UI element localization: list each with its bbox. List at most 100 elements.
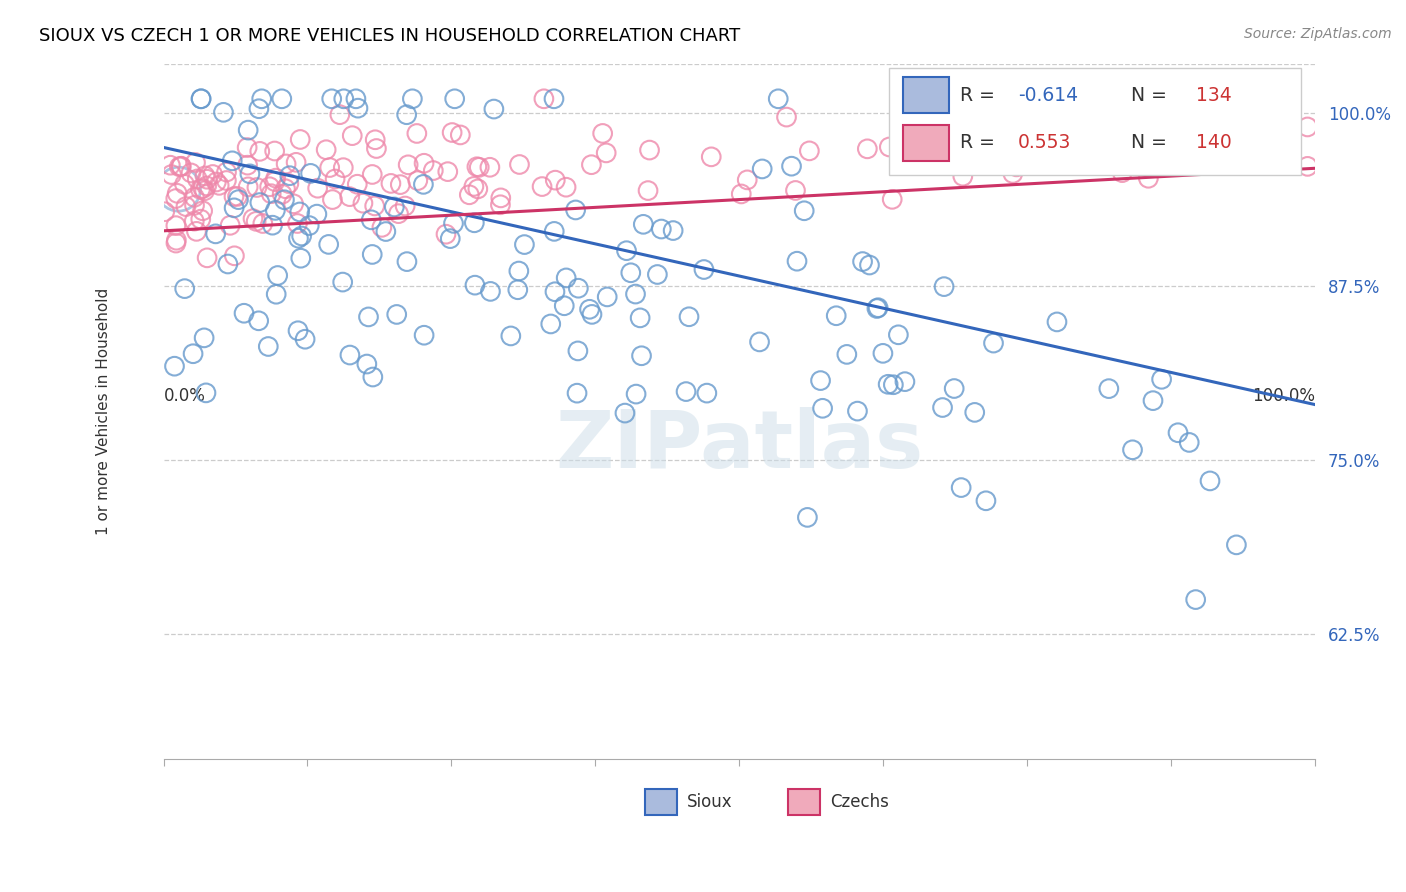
Point xyxy=(294,332,316,346)
Point xyxy=(332,275,354,289)
Point xyxy=(974,493,997,508)
Point xyxy=(183,214,205,228)
Point xyxy=(647,268,669,282)
Point xyxy=(215,165,238,179)
Point xyxy=(613,406,636,420)
Point xyxy=(287,231,309,245)
Point xyxy=(1199,474,1222,488)
Point xyxy=(868,301,890,315)
Point xyxy=(988,153,1011,167)
Point xyxy=(1243,133,1265,147)
Point xyxy=(1010,127,1032,141)
Point xyxy=(170,159,193,173)
Point xyxy=(374,225,396,239)
Point xyxy=(274,182,297,196)
Point xyxy=(489,191,512,205)
Point xyxy=(1088,120,1111,134)
Point xyxy=(283,197,305,211)
Point xyxy=(238,123,260,137)
Point xyxy=(775,110,797,124)
Point xyxy=(413,156,436,170)
Point xyxy=(262,218,284,232)
Point xyxy=(872,346,894,360)
Text: Source: ZipAtlas.com: Source: ZipAtlas.com xyxy=(1244,27,1392,41)
Point xyxy=(436,164,458,178)
Point xyxy=(360,212,382,227)
Point xyxy=(1046,315,1069,329)
Point xyxy=(1107,95,1129,109)
Point xyxy=(443,92,465,106)
Point xyxy=(616,244,638,258)
Point xyxy=(167,182,190,196)
Point xyxy=(894,375,917,389)
Point xyxy=(278,169,301,183)
Point xyxy=(153,204,176,219)
Point xyxy=(578,302,600,317)
Point xyxy=(224,249,246,263)
Point xyxy=(678,310,700,324)
Point xyxy=(513,237,536,252)
Point xyxy=(173,178,195,192)
Point xyxy=(356,357,378,371)
Point xyxy=(581,307,603,321)
Point xyxy=(1081,108,1104,122)
Point xyxy=(186,224,208,238)
Point xyxy=(346,178,368,192)
Point xyxy=(246,180,269,194)
Point xyxy=(364,133,387,147)
Point xyxy=(1241,92,1264,106)
Point xyxy=(1036,128,1059,143)
Point xyxy=(215,173,238,187)
Point xyxy=(361,247,384,261)
Point xyxy=(263,144,285,158)
Point xyxy=(236,140,259,154)
Point xyxy=(173,282,195,296)
Point xyxy=(160,168,183,182)
Point xyxy=(858,258,880,272)
Point xyxy=(866,301,889,316)
Point xyxy=(1278,134,1301,148)
Point xyxy=(339,348,361,362)
Point xyxy=(190,212,212,227)
Point xyxy=(290,132,312,146)
Point xyxy=(208,178,231,193)
Point xyxy=(183,190,205,204)
Point xyxy=(565,386,588,401)
Text: ZIPatlas: ZIPatlas xyxy=(555,408,924,485)
Point xyxy=(273,193,295,207)
Point xyxy=(195,251,218,265)
Point xyxy=(389,178,412,192)
Point xyxy=(221,153,243,168)
Point xyxy=(344,92,367,106)
Point xyxy=(318,237,340,252)
Point xyxy=(463,179,485,194)
Point xyxy=(412,178,434,192)
Point xyxy=(165,233,187,247)
Point xyxy=(342,128,364,143)
Point xyxy=(195,178,218,193)
Point xyxy=(887,327,910,342)
Point xyxy=(219,219,242,233)
Point xyxy=(439,232,461,246)
Point xyxy=(796,510,818,524)
Point xyxy=(943,382,966,396)
Point xyxy=(544,173,567,187)
Point xyxy=(193,331,215,345)
Point xyxy=(596,290,619,304)
Point xyxy=(413,328,436,343)
Point xyxy=(950,481,973,495)
Point xyxy=(169,160,191,174)
Point xyxy=(201,168,224,182)
Point xyxy=(786,254,808,268)
Point xyxy=(506,283,529,297)
Point xyxy=(180,166,202,180)
Point xyxy=(650,222,672,236)
Point xyxy=(624,387,647,401)
Text: 1 or more Vehicles in Household: 1 or more Vehicles in Household xyxy=(96,288,111,535)
Point xyxy=(482,102,505,116)
Point xyxy=(204,227,226,241)
Point xyxy=(543,92,565,106)
Point xyxy=(983,336,1005,351)
Point xyxy=(465,160,488,174)
Point xyxy=(633,217,655,231)
